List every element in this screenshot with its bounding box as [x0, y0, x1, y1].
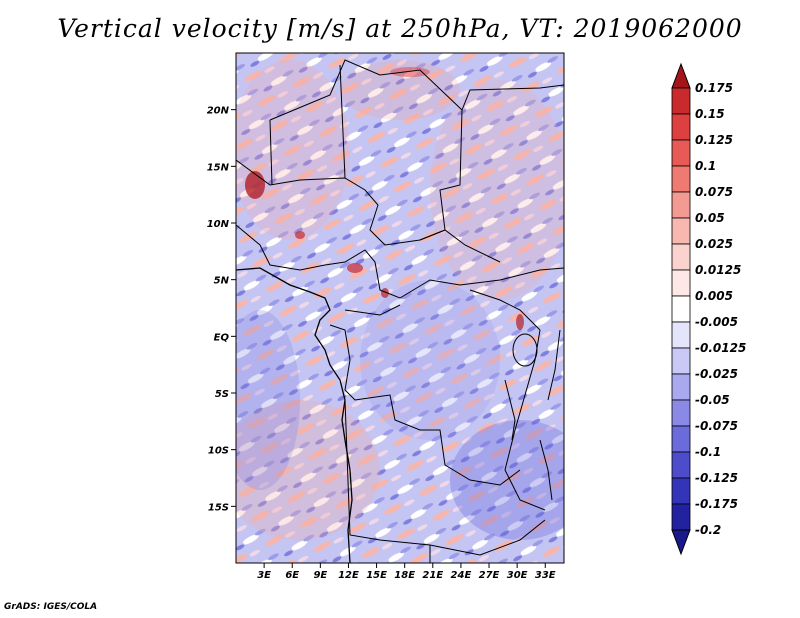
colorbar-segment	[671, 503, 691, 531]
colorbar-label: 0.125	[695, 133, 733, 147]
colorbar-label: 0.075	[695, 185, 733, 199]
lon-tick-label: 27E	[479, 570, 500, 581]
colorbar-label: -0.1	[695, 445, 721, 459]
colorbar-segment	[671, 165, 691, 193]
lon-tick-label: 9E	[313, 570, 327, 581]
colorbar-label: -0.025	[695, 367, 738, 381]
lon-tick-label: 24E	[451, 570, 472, 581]
lon-tick-label: 21E	[422, 570, 443, 581]
colorbar-label: 0.025	[695, 237, 733, 251]
lat-tick-label: 10N	[207, 219, 230, 230]
lon-tick-label: 33E	[535, 570, 556, 581]
colorbar-label: 0.005	[695, 289, 733, 303]
colorbar-segment	[671, 191, 691, 219]
coastline	[236, 267, 353, 563]
colorbar: 0.175 0.15 0.125 0.1 0.075 0.05 0.025 0.0125 0.0…	[671, 62, 746, 556]
colorbar-top-arrow	[671, 62, 691, 89]
credit-label: GrADS: IGES/COLA	[4, 602, 98, 612]
lon-tick-label: 12E	[338, 570, 359, 581]
map-frame	[235, 52, 565, 564]
colorbar-label: -0.125	[695, 471, 738, 485]
lat-tick-label: 20N	[207, 106, 230, 117]
lon-tick-label: 18E	[394, 570, 415, 581]
colorbar-label: -0.175	[695, 497, 738, 511]
lon-tick-label: 15E	[366, 570, 387, 581]
colorbar-segment	[671, 269, 691, 297]
colorbar-label: -0.075	[695, 419, 738, 433]
lon-tick-label: 6E	[285, 570, 299, 581]
lon-tick-label: 30E	[507, 570, 528, 581]
colorbar-segment	[671, 217, 691, 245]
colorbar-label: 0.175	[695, 81, 733, 95]
latitude-axis: 20N 15N 10N 5N EQ 5S 10S 15S	[207, 106, 236, 513]
lat-tick-label: EQ	[214, 332, 230, 343]
colorbar-bottom-arrow	[671, 529, 691, 556]
colorbar-segment	[671, 321, 691, 349]
colorbar-segment	[671, 113, 691, 141]
colorbar-segment	[671, 87, 691, 115]
colorbar-label: -0.005	[695, 315, 738, 329]
colorbar-label: -0.2	[695, 523, 721, 537]
lat-tick-label: 10S	[208, 446, 229, 457]
colorbar-segment	[671, 243, 691, 271]
colorbar-label: 0.1	[695, 159, 716, 173]
colorbar-segment	[671, 451, 691, 479]
lon-tick-label: 3E	[257, 570, 271, 581]
colorbar-segment	[671, 399, 691, 427]
lat-tick-label: 5N	[214, 276, 230, 287]
colorbar-label: 0.0125	[695, 263, 741, 277]
colorbar-segment	[671, 477, 691, 505]
longitude-axis: 3E 6E 9E 12E 15E 18E 21E 24E 27E 30E 33E	[257, 563, 556, 581]
country-borders	[236, 59, 564, 563]
lakes	[504, 333, 553, 501]
colorbar-segment	[671, 373, 691, 401]
lat-tick-label: 15N	[207, 162, 230, 173]
map-title: Vertical velocity [m/s] at 250hPa, VT: 2…	[57, 14, 743, 43]
colorbar-label: -0.05	[695, 393, 730, 407]
lat-tick-label: 15S	[208, 502, 229, 513]
velocity-field	[236, 53, 564, 563]
colorbar-label: -0.0125	[695, 341, 746, 355]
colorbar-label: 0.05	[695, 211, 725, 225]
colorbar-label: 0.15	[695, 107, 725, 121]
colorbar-segment	[671, 347, 691, 375]
colorbar-segment	[671, 425, 691, 453]
colorbar-segment	[671, 295, 691, 323]
colorbar-segment	[671, 139, 691, 167]
lat-tick-label: 5S	[215, 389, 229, 400]
